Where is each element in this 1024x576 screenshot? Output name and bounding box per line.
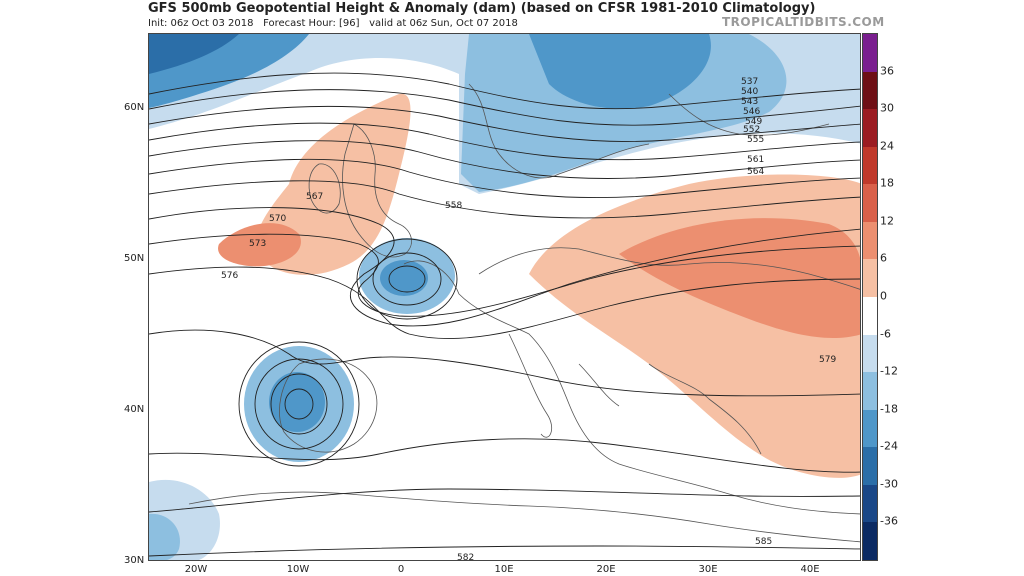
colorbar-segment [863, 71, 877, 110]
colorbar-segment [863, 409, 877, 448]
contour-label: 552 [743, 125, 760, 135]
map-subtitle: Init: 06z Oct 03 2018 Forecast Hour: [96… [148, 18, 518, 29]
lon-label: 10W [286, 564, 310, 575]
lon-label: 0 [397, 564, 405, 575]
anomaly-negative-arctic-core [529, 34, 711, 109]
colorbar-tick-label: 18 [880, 176, 894, 190]
contour-label: 549 [745, 117, 762, 127]
contour-label: 561 [747, 155, 764, 165]
contour-label: 567 [306, 192, 323, 202]
colorbar-segment [863, 221, 877, 260]
anomaly-negative-sw-core [149, 513, 180, 560]
lon-label: 40E [800, 564, 820, 575]
colorbar-segment [863, 297, 877, 336]
contour-labels: 537 540 543 546 549 552 555 558 561 564 … [221, 77, 836, 561]
colorbar-tick-label: 30 [880, 101, 894, 115]
lon-label: 30E [698, 564, 718, 575]
lon-label: 20E [596, 564, 616, 575]
forecast-hour: Forecast Hour: [96] [263, 18, 360, 29]
colorbar-segment [863, 109, 877, 148]
contour-label: 579 [819, 355, 836, 365]
valid-time: valid at 06z Sun, Oct 07 2018 [369, 18, 518, 29]
contour-label: 576 [221, 271, 238, 281]
contour-label: 543 [741, 97, 758, 107]
anomaly-negative-iberia-low-core [269, 372, 325, 432]
colorbar-tick-label: -24 [880, 439, 898, 453]
map-svg: 537 540 543 546 549 552 555 558 561 564 … [149, 34, 860, 561]
contour-label: 537 [741, 77, 758, 87]
anomaly-negative-scandinavia [461, 34, 787, 192]
contour-label: 558 [445, 201, 462, 211]
colorbar-segment [863, 184, 877, 223]
colorbar-tick-label: -30 [880, 477, 898, 491]
contour-label: 585 [755, 537, 772, 547]
colorbar-tick-label: 0 [880, 289, 887, 303]
contour-label: 573 [249, 239, 266, 249]
colorbar-tick-label: 12 [880, 214, 894, 228]
colorbar-tick-label: 6 [880, 251, 887, 265]
colorbar-segment [863, 484, 877, 523]
colorbar-tick-label: 24 [880, 139, 894, 153]
colorbar-tick-label: -6 [880, 327, 891, 341]
colorbar-segment [863, 34, 877, 73]
anomaly-negative-nw-core [149, 34, 239, 74]
lat-label: 60N [124, 102, 145, 113]
colorbar-segment [863, 447, 877, 486]
contour-label: 540 [741, 87, 758, 97]
contour-label: 546 [743, 107, 760, 117]
lon-label: 20W [184, 564, 208, 575]
colorbar [862, 33, 878, 561]
anomaly-negative-uk-low-core [380, 260, 428, 296]
anomaly-positive-atlantic [256, 93, 411, 275]
colorbar-segment [863, 372, 877, 411]
colorbar-tick-label: -18 [880, 402, 898, 416]
colorbar-tick-label: -36 [880, 514, 898, 528]
lat-label: 50N [124, 253, 145, 264]
lat-label: 40N [124, 404, 145, 415]
height-contours [149, 72, 860, 557]
lat-label: 30N [124, 555, 145, 566]
colorbar-tick-label: -12 [880, 364, 898, 378]
colorbar-segment [863, 522, 877, 561]
colorbar-segment [863, 146, 877, 185]
map-panel: 537 540 543 546 549 552 555 558 561 564 … [148, 33, 861, 561]
colorbar-segment [863, 334, 877, 373]
contour-label: 564 [747, 167, 764, 177]
colorbar-segment [863, 259, 877, 298]
contour-label: 570 [269, 214, 286, 224]
brand-watermark: TROPICALTIDBITS.COM [722, 15, 885, 29]
map-title: GFS 500mb Geopotential Height & Anomaly … [148, 1, 816, 16]
init-time: Init: 06z Oct 03 2018 [148, 18, 254, 29]
anomaly-positive-east-core [619, 218, 860, 339]
contour-label: 555 [747, 135, 764, 145]
contour-label: 582 [457, 553, 474, 561]
colorbar-tick-label: 36 [880, 64, 894, 78]
lon-label: 10E [494, 564, 514, 575]
